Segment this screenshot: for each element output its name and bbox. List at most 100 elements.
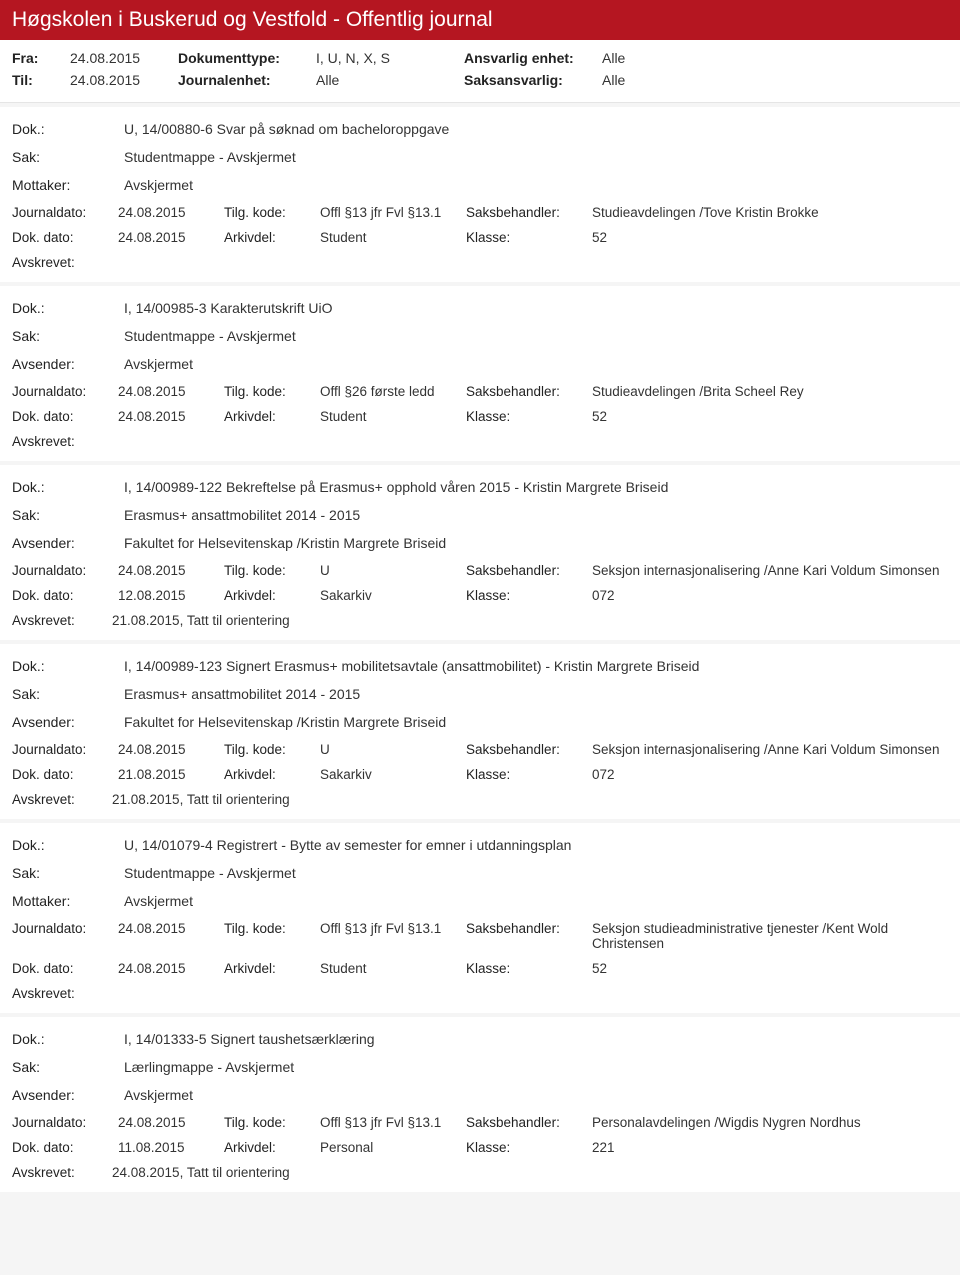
sak-value: Studentmappe - Avskjermet [124,865,296,881]
avskrevet-label: Avskrevet: [12,986,112,1001]
journaldato-value: 24.08.2015 [118,742,218,757]
arkivdel-label: Arkivdel: [224,1140,314,1155]
dokdato-label: Dok. dato: [12,409,112,424]
journaldato-label: Journaldato: [12,563,112,578]
arkivdel-value: Student [320,961,460,976]
arkivdel-value: Personal [320,1140,460,1155]
saksbehandler-label: Saksbehandler: [466,563,586,578]
records-list: Dok.:U, 14/00880-6 Svar på søknad om bac… [0,107,960,1192]
arkivdel-value: Student [320,409,460,424]
party-label: Avsender: [12,1087,124,1103]
dokdato-label: Dok. dato: [12,588,112,603]
avskrevet-value: 21.08.2015, Tatt til orientering [112,792,290,807]
journal-value: Alle [316,72,456,88]
arkivdel-value: Sakarkiv [320,588,460,603]
dok-value: I, 14/00989-122 Bekreftelse på Erasmus+ … [124,479,668,495]
tilgkode-label: Tilg. kode: [224,921,314,951]
dok-label: Dok.: [12,300,124,316]
saksbehandler-value: Seksjon internasjonalisering /Anne Kari … [592,563,948,578]
party-value: Avskjermet [124,177,193,193]
avskrevet-label: Avskrevet: [12,613,112,628]
party-label: Mottaker: [12,177,124,193]
saksbehandler-label: Saksbehandler: [466,742,586,757]
avskrevet-value: 21.08.2015, Tatt til orientering [112,613,290,628]
til-value: 24.08.2015 [70,72,170,88]
klasse-label: Klasse: [466,767,586,782]
saksbehandler-label: Saksbehandler: [466,921,586,951]
tilgkode-value: Offl §26 første ledd [320,384,460,399]
filter-bar: Fra: 24.08.2015 Dokumenttype: I, U, N, X… [0,40,960,103]
arkivdel-label: Arkivdel: [224,961,314,976]
dok-label: Dok.: [12,837,124,853]
dok-value: U, 14/01079-4 Registrert - Bytte av seme… [124,837,571,853]
dok-value: I, 14/00989-123 Signert Erasmus+ mobilit… [124,658,699,674]
tilgkode-label: Tilg. kode: [224,1115,314,1130]
dokdato-value: 24.08.2015 [118,230,218,245]
saksbehandler-label: Saksbehandler: [466,384,586,399]
journaldato-label: Journaldato: [12,384,112,399]
sak-value: Lærlingmappe - Avskjermet [124,1059,294,1075]
dok-label: Dok.: [12,479,124,495]
saksbehandler-label: Saksbehandler: [466,205,586,220]
sak-value: Studentmappe - Avskjermet [124,328,296,344]
party-value: Fakultet for Helsevitenskap /Kristin Mar… [124,535,446,551]
dokdato-value: 21.08.2015 [118,767,218,782]
saksbehandler-value: Studieavdelingen /Tove Kristin Brokke [592,205,948,220]
dok-value: I, 14/01333-5 Signert taushetsærklæring [124,1031,375,1047]
ansvarlig-label: Ansvarlig enhet: [464,50,594,66]
journaldato-label: Journaldato: [12,1115,112,1130]
til-label: Til: [12,72,62,88]
saksbehandler-label: Saksbehandler: [466,1115,586,1130]
ansvarlig-value: Alle [602,50,722,66]
fra-label: Fra: [12,50,62,66]
saks-value: Alle [602,72,722,88]
doktype-value: I, U, N, X, S [316,50,456,66]
journaldato-label: Journaldato: [12,205,112,220]
saksbehandler-value: Seksjon internasjonalisering /Anne Kari … [592,742,948,757]
journal-record: Dok.:I, 14/00985-3 Karakterutskrift UiO … [0,286,960,461]
sak-value: Erasmus+ ansattmobilitet 2014 - 2015 [124,507,360,523]
journal-label: Journalenhet: [178,72,308,88]
saksbehandler-value: Seksjon studieadministrative tjenester /… [592,921,948,951]
journal-record: Dok.:I, 14/01333-5 Signert taushetsærklæ… [0,1017,960,1192]
klasse-label: Klasse: [466,961,586,976]
tilgkode-label: Tilg. kode: [224,563,314,578]
party-label: Avsender: [12,535,124,551]
sak-value: Studentmappe - Avskjermet [124,149,296,165]
journaldato-value: 24.08.2015 [118,563,218,578]
sak-label: Sak: [12,507,124,523]
saks-label: Saksansvarlig: [464,72,594,88]
journal-record: Dok.:I, 14/00989-123 Signert Erasmus+ mo… [0,644,960,819]
sak-label: Sak: [12,865,124,881]
journaldato-value: 24.08.2015 [118,921,218,951]
arkivdel-value: Student [320,230,460,245]
arkivdel-label: Arkivdel: [224,409,314,424]
saksbehandler-value: Personalavdelingen /Wigdis Nygren Nordhu… [592,1115,948,1130]
klasse-value: 072 [592,588,948,603]
avskrevet-label: Avskrevet: [12,792,112,807]
tilgkode-value: Offl §13 jfr Fvl §13.1 [320,921,460,951]
dok-label: Dok.: [12,1031,124,1047]
dokdato-value: 24.08.2015 [118,409,218,424]
dok-value: I, 14/00985-3 Karakterutskrift UiO [124,300,333,316]
klasse-label: Klasse: [466,230,586,245]
klasse-label: Klasse: [466,409,586,424]
journaldato-value: 24.08.2015 [118,384,218,399]
party-value: Avskjermet [124,1087,193,1103]
klasse-value: 221 [592,1140,948,1155]
party-value: Fakultet for Helsevitenskap /Kristin Mar… [124,714,446,730]
saksbehandler-value: Studieavdelingen /Brita Scheel Rey [592,384,948,399]
tilgkode-value: U [320,742,460,757]
tilgkode-label: Tilg. kode: [224,205,314,220]
tilgkode-value: Offl §13 jfr Fvl §13.1 [320,205,460,220]
arkivdel-label: Arkivdel: [224,588,314,603]
dokdato-label: Dok. dato: [12,767,112,782]
klasse-label: Klasse: [466,588,586,603]
page-header: Høgskolen i Buskerud og Vestfold - Offen… [0,0,960,40]
party-label: Avsender: [12,356,124,372]
klasse-value: 52 [592,230,948,245]
party-label: Mottaker: [12,893,124,909]
klasse-value: 52 [592,409,948,424]
dokdato-label: Dok. dato: [12,961,112,976]
klasse-value: 52 [592,961,948,976]
